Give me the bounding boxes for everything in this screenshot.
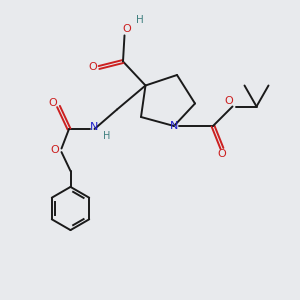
Text: O: O: [50, 145, 59, 155]
Text: O: O: [224, 96, 233, 106]
Text: N: N: [170, 121, 178, 131]
Text: O: O: [218, 149, 226, 159]
Text: O: O: [122, 24, 131, 34]
Text: O: O: [88, 62, 98, 73]
Text: H: H: [103, 130, 111, 141]
Text: O: O: [49, 98, 58, 109]
Text: N: N: [90, 122, 99, 133]
Text: H: H: [136, 15, 143, 25]
